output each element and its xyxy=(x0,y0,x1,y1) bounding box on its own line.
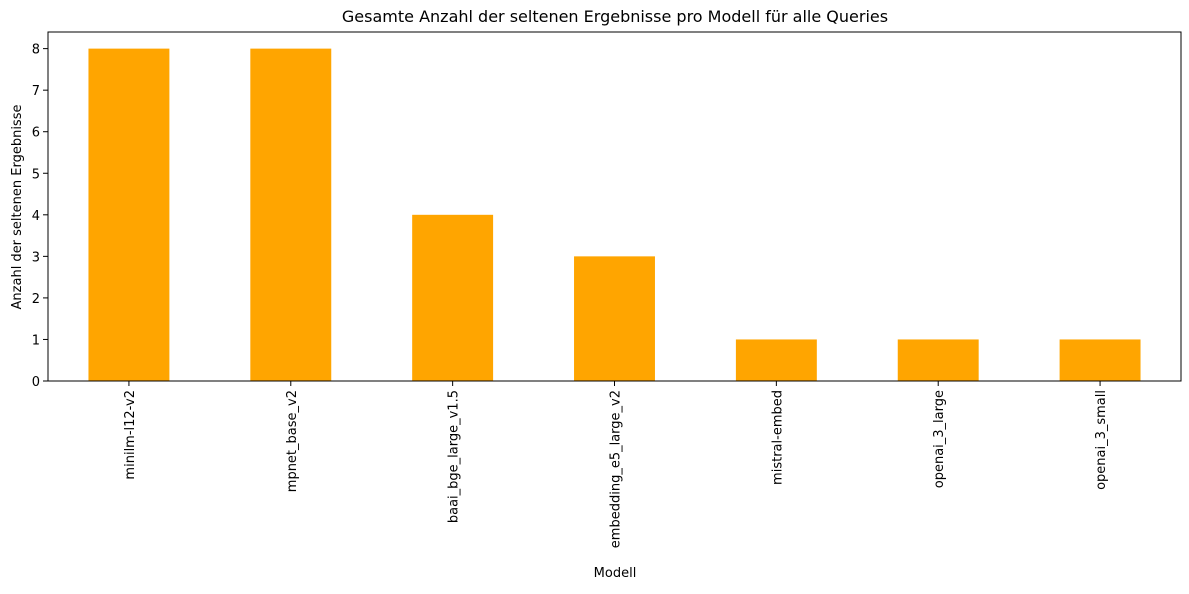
plot-frame xyxy=(47,31,1182,382)
y-axis-label: Anzahl der seltenen Ergebnisse xyxy=(10,105,25,310)
x-axis: minilm-l12-v2 mpnet_base_v2 baai_bge_large… xyxy=(123,381,1109,548)
y-tick-label: 5 xyxy=(32,167,40,182)
x-tick-label: mistral-embed xyxy=(770,390,785,485)
y-tick-label: 2 xyxy=(32,292,40,307)
x-tick-label: openai_3_small xyxy=(1094,390,1109,490)
y-tick-label: 6 xyxy=(32,126,40,141)
x-tick-label: baai_bge_large_v1.5 xyxy=(447,390,462,523)
chart-title: Gesamte Anzahl der seltenen Ergebnisse p… xyxy=(342,7,888,26)
y-tick-label: 4 xyxy=(32,209,40,224)
y-tick-label: 0 xyxy=(32,375,40,390)
y-tick-label: 8 xyxy=(32,43,40,58)
y-tick-label: 3 xyxy=(32,250,40,265)
y-tick-label: 1 xyxy=(32,333,40,348)
bars-group xyxy=(88,48,1141,381)
y-axis: 0 1 2 3 4 5 6 7 8 xyxy=(32,43,48,390)
x-tick-label: embedding_e5_large_v2 xyxy=(609,390,624,548)
x-tick-label: openai_3_large xyxy=(932,390,947,488)
bar-mpnet_base_v2 xyxy=(250,48,332,381)
y-tick-label: 7 xyxy=(32,84,40,99)
x-tick-label: mpnet_base_v2 xyxy=(285,390,300,492)
bar-openai_3_small xyxy=(1059,339,1141,381)
bar-minilm-l12-v2 xyxy=(88,48,170,381)
bar-openai_3_large xyxy=(897,339,979,381)
bar-embedding_e5_large_v2 xyxy=(574,256,655,381)
x-axis-label: Modell xyxy=(594,566,637,581)
bar-mistral-embed xyxy=(735,339,817,381)
x-tick-label: minilm-l12-v2 xyxy=(123,390,138,480)
bar-baai_bge_large_v1.5 xyxy=(412,214,494,381)
